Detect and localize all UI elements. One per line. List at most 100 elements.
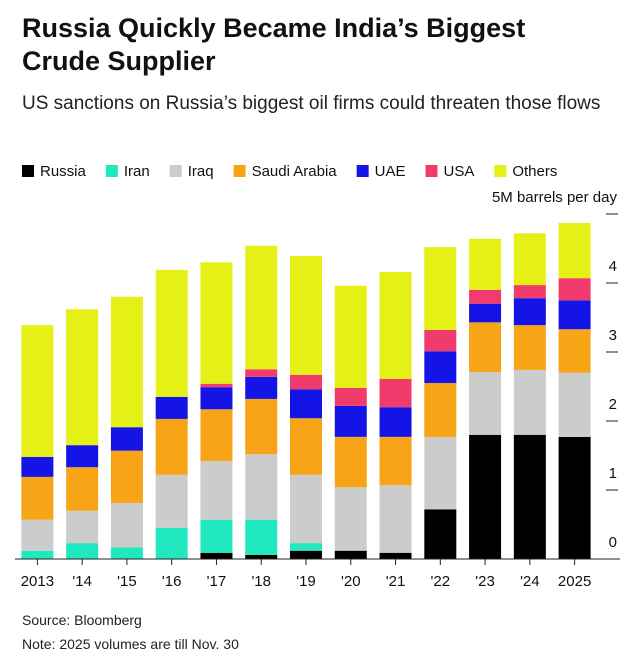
bar-segment (21, 519, 54, 551)
x-tick-label: '22 (431, 573, 451, 590)
x-tick-label: '18 (251, 573, 271, 590)
bar-segment (290, 550, 322, 559)
bar-segment (200, 461, 233, 520)
bar-segment (155, 396, 188, 419)
legend-label: Russia (40, 163, 87, 180)
legend-swatch (425, 165, 438, 177)
legend-swatch (233, 165, 246, 177)
bar-segment (245, 519, 278, 555)
bar-segment (513, 434, 546, 559)
bar-segment (200, 262, 233, 384)
bar-segment (290, 256, 322, 375)
y-tick-label: 5M barrels per day (492, 189, 618, 206)
bar-segment (155, 474, 188, 528)
x-tick-label: '20 (341, 573, 361, 590)
legend-swatch (169, 165, 182, 177)
bar-segment (21, 325, 54, 457)
x-tick-label: '23 (475, 573, 495, 590)
legend-label: Iran (124, 163, 150, 180)
x-tick-label: '24 (520, 573, 540, 590)
x-tick-label: '14 (72, 573, 92, 590)
bar-segment (469, 238, 502, 290)
bar-segment (424, 436, 457, 510)
y-tick-label: 2 (609, 396, 617, 413)
x-tick-label: '17 (207, 573, 227, 590)
bar-segment (290, 474, 322, 544)
bar-segment (245, 369, 278, 377)
bar-segment (379, 378, 412, 408)
y-tick-label: 0 (609, 534, 617, 551)
bar-segment (245, 398, 278, 455)
bar-segment (558, 329, 591, 373)
bar-segment (245, 376, 278, 399)
bar-segment (424, 329, 457, 352)
bar-segment (424, 247, 457, 330)
bar-segment (558, 278, 591, 301)
bar-segment (513, 233, 546, 286)
bar-segment (334, 550, 367, 559)
bar-segment (110, 450, 143, 504)
bar-segment (469, 372, 502, 435)
chart: Russia Iran Iraq Saudi Arabia UAE USA Others 0 1… (15, 163, 620, 590)
bar-segment (66, 309, 99, 446)
bar-segment (290, 389, 322, 419)
legend-label: Iraq (188, 163, 214, 180)
bar-segment (424, 383, 457, 437)
bar-segment (424, 351, 457, 384)
bar-segment (558, 436, 591, 559)
bar-segment (379, 436, 412, 486)
y-tick-label: 4 (609, 258, 617, 275)
bar-segment (513, 369, 546, 435)
bar-segment (110, 296, 143, 428)
legend-label: UAE (375, 163, 406, 180)
bar-segment (424, 509, 457, 559)
bar-segment (334, 487, 367, 551)
x-tick-label: '16 (162, 573, 182, 590)
bar-segment (469, 322, 502, 373)
bar-segment (513, 325, 546, 370)
bar-segment (513, 298, 546, 326)
bar-segment (200, 552, 233, 559)
bar-segment (200, 383, 233, 388)
source-note: Source: Bloomberg (22, 612, 142, 628)
bar-segment (513, 285, 546, 299)
bar-segment (66, 510, 99, 544)
bar-segment (334, 285, 367, 388)
bar-segment (66, 445, 99, 468)
bar-segment (334, 436, 367, 488)
bar-segment (21, 476, 54, 520)
x-tick-label: '19 (296, 573, 316, 590)
bar-segment (290, 374, 322, 390)
bar-segment (245, 454, 278, 520)
x-tick-label: '21 (386, 573, 406, 590)
bar-segment (379, 485, 412, 553)
bar-segment (155, 418, 188, 475)
chart-title: Russia Quickly Became India’s Biggest Cr… (22, 13, 526, 76)
bar-segment (110, 503, 143, 548)
legend-swatch (356, 165, 369, 177)
bar-segment (245, 554, 278, 559)
x-tick-label: 2013 (21, 573, 54, 590)
y-tick-label: 3 (609, 327, 617, 344)
legend-label: Others (512, 163, 557, 180)
bar-segment (469, 434, 502, 559)
bar-segment (66, 467, 99, 511)
bar-segment (290, 543, 322, 551)
bar-segment (245, 245, 278, 370)
footnote: Note: 2025 volumes are till Nov. 30 (22, 636, 239, 652)
bar-segment (334, 387, 367, 406)
bar-segment (558, 222, 591, 279)
legend-swatch (22, 165, 34, 177)
bar-segment (110, 547, 143, 559)
bar-segment (21, 550, 54, 559)
chart-subtitle: US sanctions on Russia’s biggest oil fir… (22, 93, 601, 114)
bar-segment (558, 300, 591, 330)
legend-label: USA (444, 163, 475, 180)
bar-segment (469, 303, 502, 323)
bar-segment (290, 418, 322, 475)
bar-segment (379, 552, 412, 559)
x-tick-label: 2025 (558, 573, 591, 590)
bar-segment (66, 543, 99, 559)
bar-segment (155, 269, 188, 397)
